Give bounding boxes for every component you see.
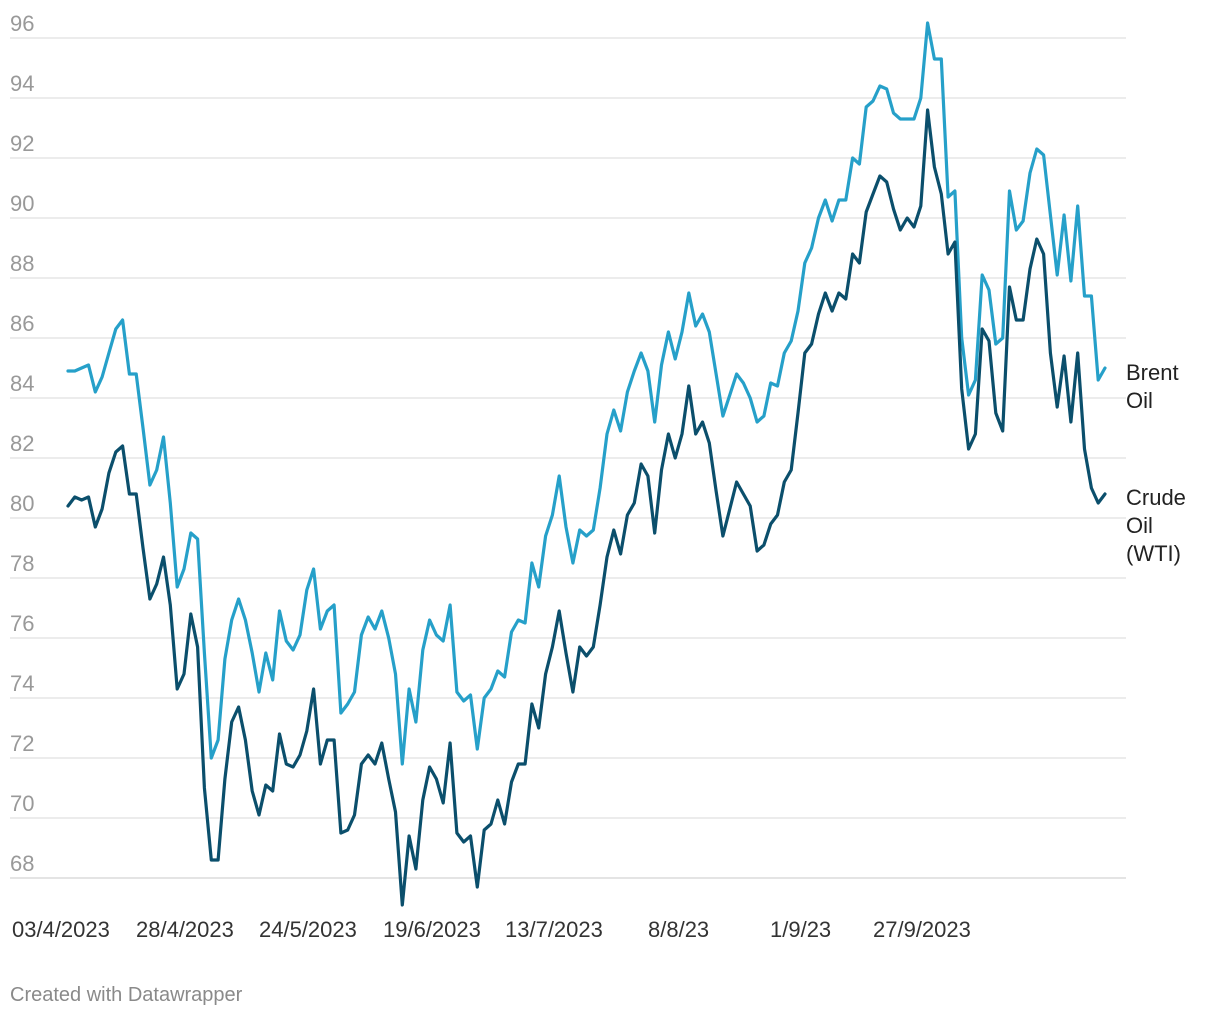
y-tick-label: 86 [10, 311, 34, 336]
x-tick-label: 8/8/23 [648, 917, 709, 942]
series-line-brent-oil [66, 21, 1107, 766]
credit-footer: Created with Datawrapper [10, 984, 243, 1006]
y-tick-label: 90 [10, 191, 34, 216]
gridlines [10, 37, 1126, 879]
y-tick-label: 94 [10, 71, 34, 96]
x-tick-label: 27/9/2023 [873, 917, 971, 942]
series-labels: Brent Oil Crude Oil (WTI) [1126, 360, 1186, 566]
x-tick-label: 03/4/2023 [12, 917, 110, 942]
y-tick-label: 74 [10, 671, 34, 696]
line-chart: 68 70 72 74 76 78 80 82 84 86 88 90 92 94 96 03/4/2023… [10, 11, 1186, 942]
y-tick-label: 78 [10, 551, 34, 576]
x-tick-label: 24/5/2023 [259, 917, 357, 942]
y-axis-ticks: 68 70 72 74 76 78 80 82 84 86 88 90 92 94 96 [10, 11, 34, 876]
series-label: (WTI) [1126, 541, 1181, 566]
series-label: Brent [1126, 360, 1179, 385]
x-tick-label: 28/4/2023 [136, 917, 234, 942]
x-tick-label: 13/7/2023 [505, 917, 603, 942]
series-lines [66, 21, 1107, 907]
series-label: Oil [1126, 388, 1153, 413]
x-tick-label: 1/9/23 [770, 917, 831, 942]
y-tick-label: 96 [10, 11, 34, 36]
y-tick-label: 68 [10, 851, 34, 876]
x-tick-label: 19/6/2023 [383, 917, 481, 942]
y-tick-label: 72 [10, 731, 34, 756]
y-tick-label: 92 [10, 131, 34, 156]
y-tick-label: 70 [10, 791, 34, 816]
series-label: Oil [1126, 513, 1153, 538]
y-tick-label: 84 [10, 371, 34, 396]
y-tick-label: 82 [10, 431, 34, 456]
y-tick-label: 80 [10, 491, 34, 516]
series-label: Crude [1126, 485, 1186, 510]
y-tick-label: 88 [10, 251, 34, 276]
y-tick-label: 76 [10, 611, 34, 636]
x-axis-ticks: 03/4/2023 28/4/2023 24/5/2023 19/6/2023 13/7… [12, 917, 971, 942]
series-line-crude-oil-wti [66, 108, 1107, 907]
